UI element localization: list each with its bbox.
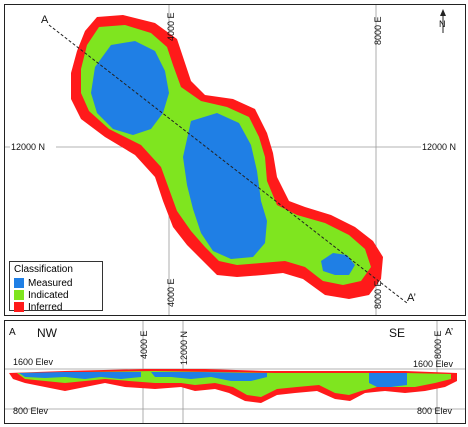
legend-swatch-measured [14, 278, 24, 288]
measured-zone-southeast [321, 253, 355, 275]
direction-label-nw: NW [37, 326, 58, 340]
cross-section-view: A A’ NW SE 4000 E 12000 N 8000 E 1600 El… [4, 320, 466, 424]
legend-label-measured: Measured [28, 277, 73, 289]
legend-label-inferred: Inferred [28, 301, 63, 313]
classification-legend: Classification Measured Indicated Inferr… [9, 261, 103, 313]
legend-item-measured: Measured [14, 277, 98, 289]
easting-label-left-top: 4000 E [166, 12, 176, 41]
section-measured-zone-east [369, 373, 407, 387]
legend-label-indicated: Indicated [28, 289, 69, 301]
section-measured-zone-west [19, 372, 141, 379]
elev-label-800-left: 800 Elev [13, 406, 49, 416]
easting-label-right-top: 8000 E [373, 16, 383, 45]
northing-label-bg-right [421, 141, 465, 152]
elev-label-1600-left: 1600 Elev [13, 357, 54, 367]
cross-section-svg: A A’ NW SE 4000 E 12000 N 8000 E 1600 El… [5, 321, 465, 423]
section-easting-label-right: 8000 E [433, 330, 443, 359]
legend-swatch-inferred [14, 302, 24, 312]
section-measured-zone-central [151, 372, 267, 381]
legend-item-indicated: Indicated [14, 289, 98, 301]
section-end-label: A’ [445, 327, 453, 338]
plan-view-map: A A’ N 4000 E 8000 E 4000 E 8000 E 12000… [4, 4, 466, 316]
section-line [48, 24, 408, 304]
northing-label-bg-left [10, 141, 56, 152]
section-easting-label-left: 4000 E [139, 330, 149, 359]
north-label: N [439, 19, 446, 29]
north-arrow-icon: N [439, 9, 446, 33]
direction-label-se: SE [389, 326, 405, 340]
section-start-label: A [41, 14, 49, 26]
elev-label-1600-right: 1600 Elev [413, 359, 454, 369]
section-northing-label: 12000 N [179, 331, 189, 365]
elev-label-800-right: 800 Elev [417, 406, 453, 416]
section-start-label: A [9, 327, 16, 338]
legend-swatch-indicated [14, 290, 24, 300]
measured-zone-central [183, 113, 267, 259]
northing-label-left: 12000 N [11, 142, 45, 152]
legend-title: Classification [14, 264, 73, 275]
easting-label-left-bottom: 4000 E [166, 278, 176, 307]
section-end-label: A’ [407, 292, 416, 304]
northing-label-right: 12000 N [422, 142, 456, 152]
plan-view-svg: A A’ N 4000 E 8000 E 4000 E 8000 E 12000… [5, 5, 465, 315]
easting-label-right-bottom: 8000 E [373, 280, 383, 309]
legend-item-inferred: Inferred [14, 301, 98, 313]
